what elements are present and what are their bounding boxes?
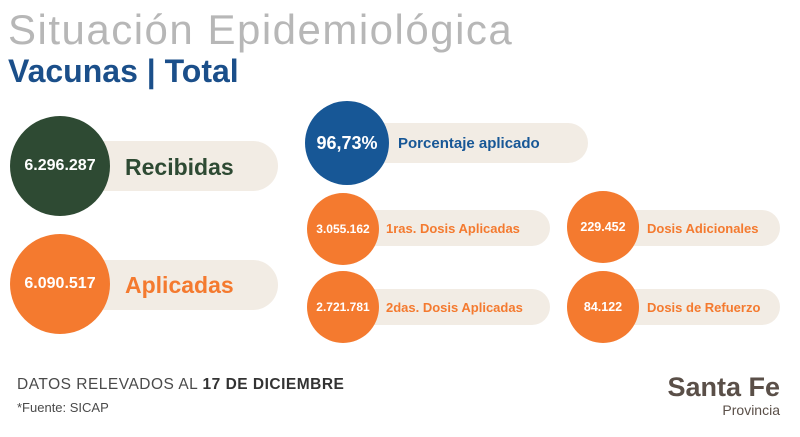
segundas-dosis-label: 2das. Dosis Aplicadas xyxy=(386,300,523,315)
adicionales-label: Dosis Adicionales xyxy=(647,221,759,236)
segundas-dosis-pill xyxy=(345,289,550,325)
recibidas-value: 6.296.287 xyxy=(24,157,96,174)
aplicadas-value: 6.090.517 xyxy=(24,275,96,292)
segundas-dosis-circle: 2.721.781 xyxy=(307,271,379,343)
santa-fe-logo: Santa Fe Provincia xyxy=(652,372,780,418)
logo-main-text: Santa Fe xyxy=(667,372,780,402)
datos-relevados: DATOS RELEVADOS AL 17 DE DICIEMBRE xyxy=(17,376,344,394)
logo-sub-text: Provincia xyxy=(722,402,780,418)
porcentaje-pill xyxy=(350,123,588,163)
datos-prefix: DATOS RELEVADOS AL xyxy=(17,376,198,393)
refuerzo-label: Dosis de Refuerzo xyxy=(647,300,761,315)
refuerzo-value: 84.122 xyxy=(583,300,623,314)
primeras-dosis-value: 3.055.162 xyxy=(316,222,370,236)
recibidas-label: Recibidas xyxy=(125,154,234,180)
primeras-dosis-circle: 3.055.162 xyxy=(307,193,379,265)
porcentaje-label: Porcentaje aplicado xyxy=(398,135,540,152)
refuerzo-circle: 84.122 xyxy=(567,271,639,343)
porcentaje-circle: 96,73% xyxy=(305,101,389,185)
porcentaje-value: 96,73% xyxy=(316,132,378,153)
primeras-dosis-pill xyxy=(345,210,550,246)
segundas-dosis-value: 2.721.781 xyxy=(316,300,370,314)
adicionales-value: 229.452 xyxy=(580,220,626,234)
aplicadas-circle: 6.090.517 xyxy=(10,234,110,334)
page-title: Situación Epidemiológica xyxy=(8,6,514,53)
adicionales-circle: 229.452 xyxy=(567,191,639,263)
fuente-text: *Fuente: SICAP xyxy=(17,400,109,415)
aplicadas-label: Aplicadas xyxy=(125,272,234,298)
recibidas-circle: 6.296.287 xyxy=(10,116,110,216)
primeras-dosis-label: 1ras. Dosis Aplicadas xyxy=(386,221,520,236)
page-subtitle: Vacunas | Total xyxy=(8,53,239,89)
datos-fecha: 17 DE DICIEMBRE xyxy=(202,376,345,393)
